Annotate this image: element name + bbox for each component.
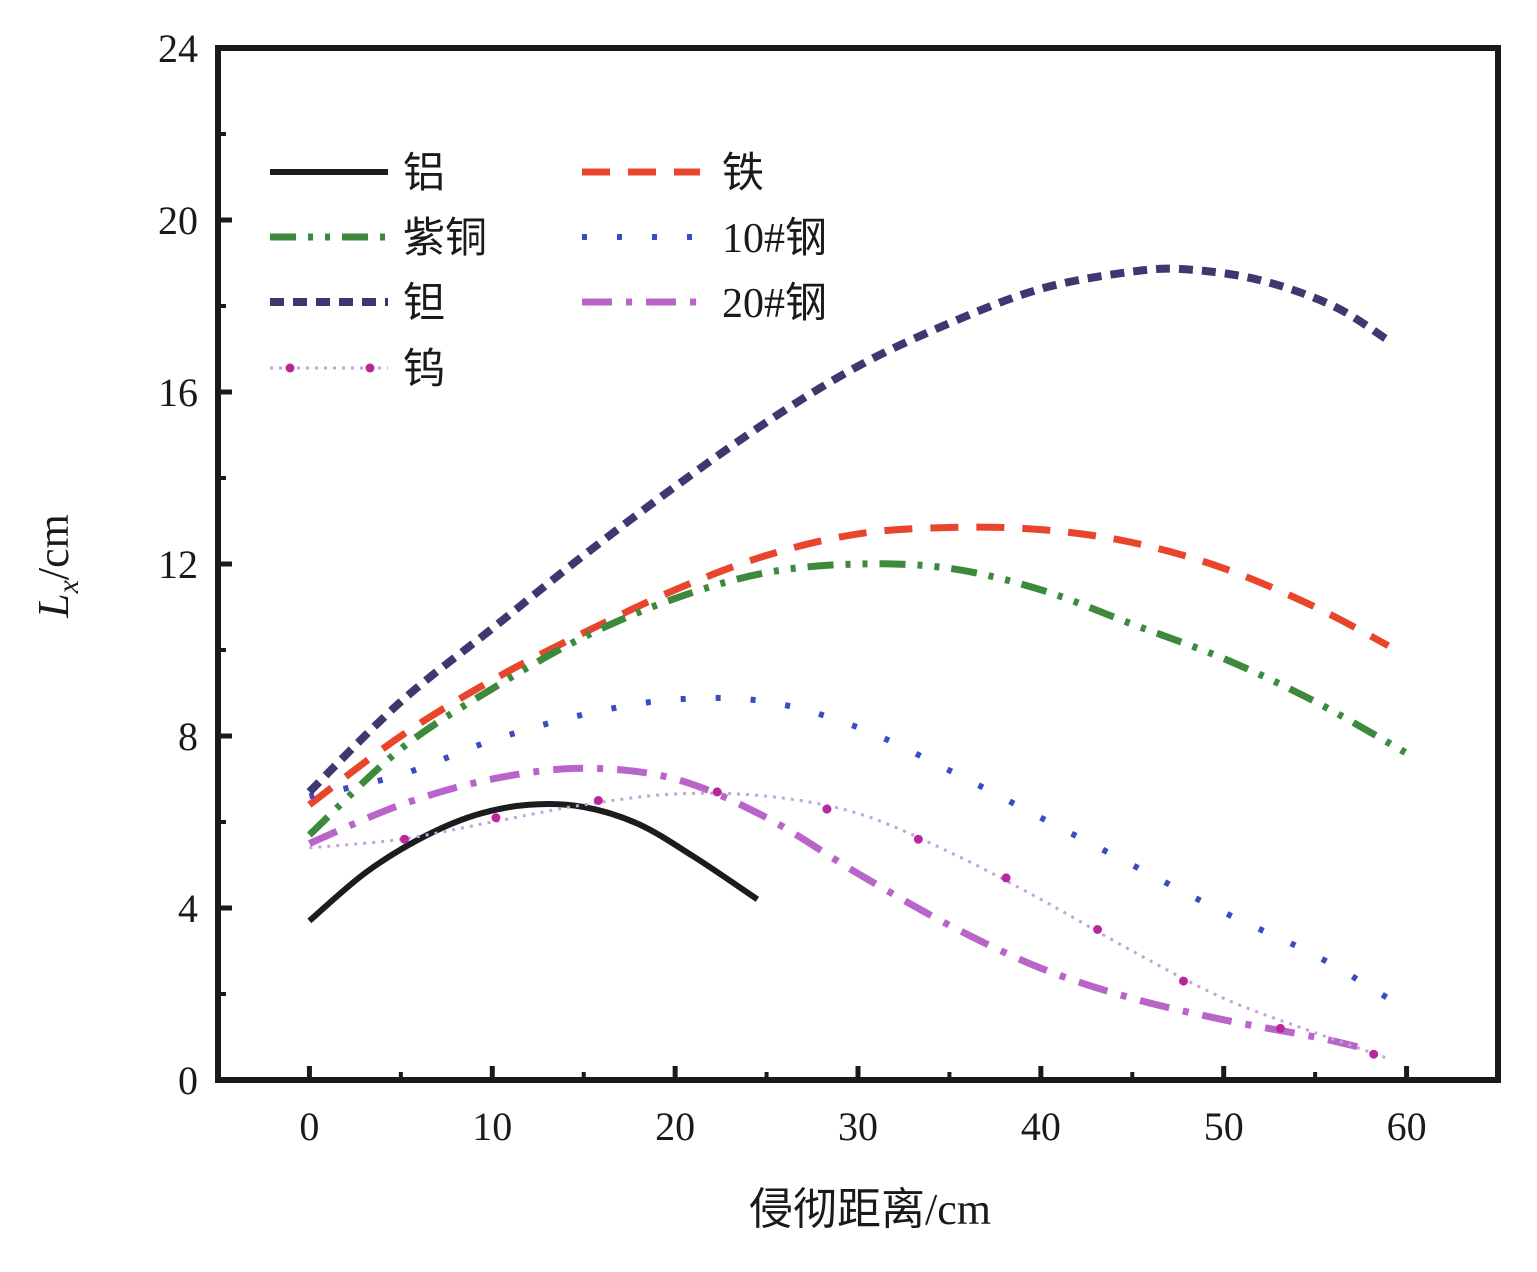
series-layer (306, 264, 1409, 1060)
y-tick-label: 0 (178, 1058, 198, 1103)
x-tick-label: 30 (838, 1104, 878, 1149)
y-axis-title-sub: x (52, 579, 85, 594)
axis-ticks: 0 10 20 30 40 50 60 0 4 8 12 16 20 24 (158, 26, 1427, 1149)
series-marker (491, 813, 501, 823)
series-marker (1275, 1023, 1285, 1033)
x-tick-label: 40 (1021, 1104, 1061, 1149)
legend-label: 钽 (403, 281, 445, 327)
series-marker (400, 834, 410, 844)
x-tick-label: 20 (655, 1104, 695, 1149)
y-axis-title-main: L (29, 593, 78, 618)
y-axis-title-unit: /cm (29, 514, 78, 580)
series-line (308, 764, 1371, 1054)
legend-label: 20#钢 (722, 281, 827, 327)
y-tick-label: 20 (158, 198, 198, 243)
x-axis-title: 侵彻距离/cm (749, 1185, 991, 1234)
x-tick-label: 60 (1387, 1104, 1427, 1149)
x-tick-label: 50 (1204, 1104, 1244, 1149)
series-marker (712, 787, 722, 797)
series-marker (1178, 976, 1188, 986)
legend-label: 10#钢 (722, 216, 827, 262)
y-tick-label: 4 (178, 886, 198, 931)
series-marker (593, 796, 603, 805)
y-tick-label: 24 (158, 26, 198, 71)
series-line (307, 560, 1409, 838)
series-line (308, 694, 1390, 1001)
plot-frame (215, 45, 1501, 1083)
series-marker (1093, 925, 1103, 934)
legend: 铝 铁紫铜 10#钢钽 20#钢钨 (270, 151, 827, 393)
legend-marker (365, 363, 375, 373)
x-tick-label: 0 (299, 1104, 319, 1149)
series-marker (822, 804, 832, 814)
series-marker (1001, 873, 1011, 883)
series-marker (913, 834, 923, 844)
legend-label: 紫铜 (403, 216, 487, 262)
legend-label: 铝 (403, 151, 445, 197)
series-line (307, 801, 760, 924)
y-tick-label: 12 (158, 542, 198, 587)
series-line (307, 523, 1390, 808)
legend-label: 铁 (722, 151, 764, 197)
series-line (306, 264, 1391, 795)
legend-label: 钨 (403, 347, 445, 393)
series-marker (1369, 1049, 1379, 1059)
x-tick-label: 10 (472, 1104, 512, 1149)
y-tick-label: 8 (178, 714, 198, 759)
legend-marker (285, 363, 295, 373)
y-axis-title: Lx/cm (29, 514, 85, 619)
y-tick-label: 16 (158, 370, 198, 415)
